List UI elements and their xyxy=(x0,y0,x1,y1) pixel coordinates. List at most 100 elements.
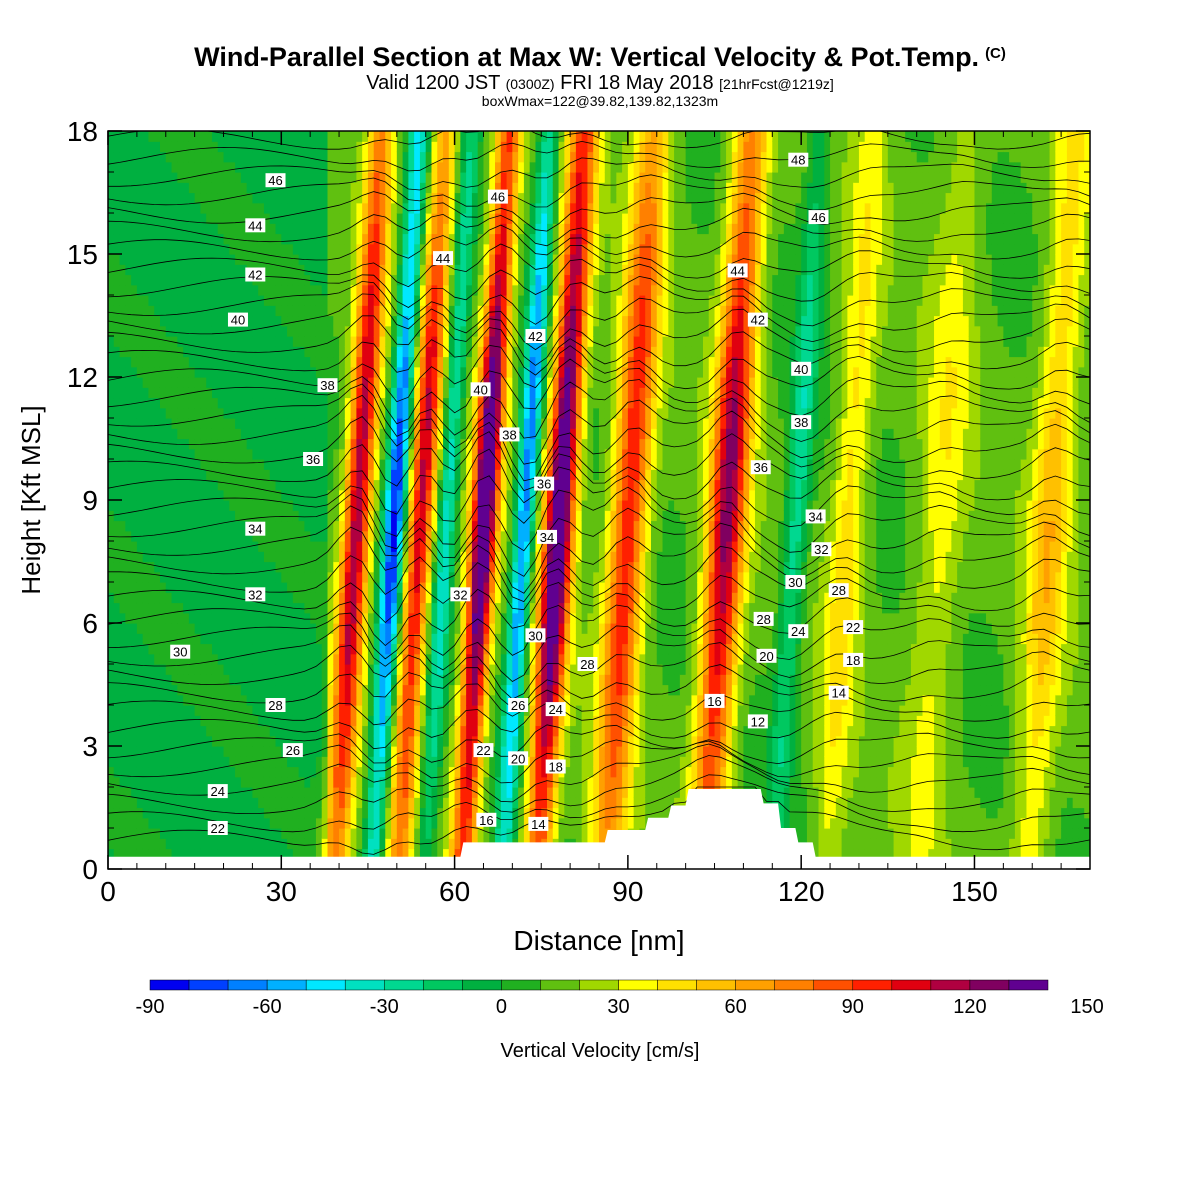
colorbar-swatch xyxy=(540,979,580,991)
theta-label: 22 xyxy=(843,620,864,635)
theta-label: 26 xyxy=(508,698,529,713)
theta-label: 24 xyxy=(545,702,566,717)
colorbar-tick-label: 0 xyxy=(496,996,507,1018)
y-tick-label: 9 xyxy=(82,485,98,516)
theta-label: 36 xyxy=(534,476,555,492)
y-tick-label: 3 xyxy=(82,731,98,762)
theta-label: 20 xyxy=(508,751,529,766)
theta-label: 44 xyxy=(245,218,266,233)
colorbar-swatch xyxy=(384,979,424,991)
theta-label: 16 xyxy=(476,812,497,828)
theta-label: 46 xyxy=(487,189,508,205)
theta-label: 28 xyxy=(753,611,774,627)
theta-label: 18 xyxy=(545,759,566,775)
colorbar-swatch xyxy=(696,979,736,991)
theta-label: 30 xyxy=(525,628,546,643)
colorbar-swatch xyxy=(618,979,658,991)
colorbar-swatch xyxy=(1008,979,1049,991)
theta-label: 40 xyxy=(227,312,248,328)
theta-label: 38 xyxy=(317,378,338,393)
colorbar: -90 -60 -30 0 30 60 90 120 150 xyxy=(136,979,1104,1018)
colorbar-swatch xyxy=(657,979,697,991)
theta-label: 30 xyxy=(785,575,806,590)
colorbar-tick-label: 150 xyxy=(1070,996,1103,1018)
chart-boxinfo: boxWmax=122@39.82,139.82,1323m xyxy=(481,93,719,109)
theta-label: 34 xyxy=(537,529,558,545)
theta-label: 26 xyxy=(282,743,303,758)
colorbar-tick-label: -90 xyxy=(136,996,165,1018)
y-tick-label: 12 xyxy=(67,362,98,393)
colorbar-swatch xyxy=(969,979,1010,991)
colorbar-tick-label: 90 xyxy=(842,996,864,1018)
theta-label: 40 xyxy=(470,382,491,397)
colorbar-label: Vertical Velocity [cm/s] xyxy=(501,1040,700,1062)
x-tick-label: 90 xyxy=(612,876,643,907)
theta-label: 38 xyxy=(791,415,812,430)
colorbar-swatch xyxy=(774,979,814,991)
y-tick-label: 18 xyxy=(67,116,98,147)
chart-title: Wind-Parallel Section at Max W: Vertical… xyxy=(194,42,1006,72)
theta-label: 14 xyxy=(828,685,849,701)
colorbar-swatch xyxy=(305,979,346,991)
x-tick-label: 120 xyxy=(778,876,825,907)
terrain xyxy=(108,789,1090,869)
theta-label: 22 xyxy=(473,743,494,758)
colorbar-swatch xyxy=(188,979,229,991)
x-tick-label: 0 xyxy=(100,876,116,907)
colorbar-swatch xyxy=(735,979,775,991)
colorbar-swatch xyxy=(891,979,932,991)
theta-label: 42 xyxy=(747,312,768,328)
colorbar-swatch xyxy=(227,979,268,991)
x-tick-label: 150 xyxy=(951,876,998,907)
y-axis-label: Height [Kft MSL] xyxy=(16,405,46,594)
colorbar-swatch xyxy=(462,979,502,991)
theta-label: 14 xyxy=(528,816,549,832)
theta-label: 34 xyxy=(805,509,826,524)
theta-label: 16 xyxy=(704,693,725,709)
x-axis-label: Distance [nm] xyxy=(513,925,684,956)
theta-label: 46 xyxy=(265,173,286,188)
colorbar-swatch xyxy=(344,979,385,991)
theta-label: 46 xyxy=(808,210,829,225)
colorbar-swatch xyxy=(930,979,971,991)
colorbar-swatch xyxy=(852,979,893,991)
velocity-field xyxy=(108,131,1090,869)
theta-label: 34 xyxy=(245,521,266,537)
theta-label: 24 xyxy=(207,784,228,799)
colorbar-swatch xyxy=(813,979,854,991)
theta-label: 48 xyxy=(788,152,809,168)
theta-label: 42 xyxy=(245,267,266,283)
theta-labels: 46 44 42 40 38 36 34 32 30 28 26 24 22 46 44 42 40 38 36 34… xyxy=(170,152,864,836)
theta-label: 22 xyxy=(207,821,228,836)
colorbar-swatch xyxy=(266,979,307,991)
theta-label: 42 xyxy=(525,329,546,344)
y-tick-label: 6 xyxy=(82,608,98,639)
colorbar-swatch xyxy=(501,979,541,991)
y-tick-label: 0 xyxy=(82,854,98,885)
theta-label: 44 xyxy=(727,263,748,278)
theta-label: 28 xyxy=(265,698,286,713)
colorbar-swatch xyxy=(579,979,619,991)
colorbar-swatch xyxy=(423,979,463,991)
theta-label: 12 xyxy=(747,714,768,729)
colorbar-tick-label: -60 xyxy=(253,996,282,1018)
colorbar-swatch xyxy=(149,979,190,991)
theta-label: 44 xyxy=(433,251,454,266)
copyright-mark: (C) xyxy=(985,45,1006,62)
theta-label: 32 xyxy=(811,542,832,557)
colorbar-tick-label: 30 xyxy=(607,996,629,1018)
theta-label: 38 xyxy=(499,427,520,442)
theta-label: 32 xyxy=(450,587,471,602)
theta-label: 36 xyxy=(750,460,771,475)
colorbar-tick-label: 60 xyxy=(725,996,747,1018)
theta-label: 18 xyxy=(843,652,864,668)
theta-label: 40 xyxy=(791,361,812,377)
theta-label: 36 xyxy=(303,452,324,467)
x-tick-label: 60 xyxy=(439,876,470,907)
theta-label: 28 xyxy=(577,657,598,672)
theta-label: 28 xyxy=(828,583,849,598)
colorbar-tick-label: 120 xyxy=(953,996,986,1018)
chart-subtitle: Valid 1200 JST (0300Z) FRI 18 May 2018 [… xyxy=(366,72,834,94)
